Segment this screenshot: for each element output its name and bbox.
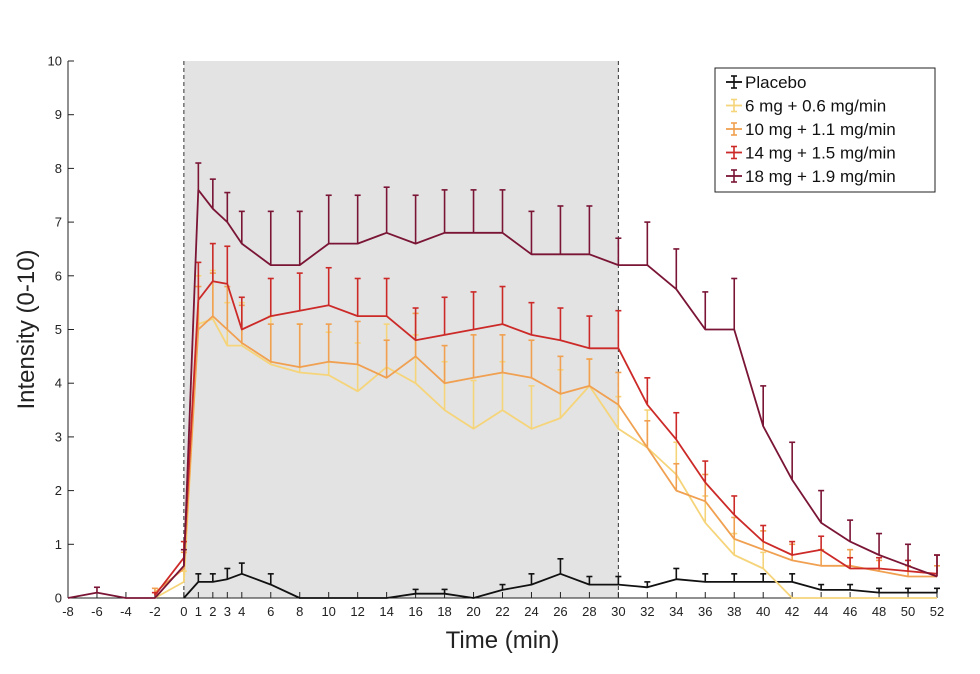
y-tick-label: 4 [55, 376, 62, 391]
x-tick-label: 10 [321, 604, 335, 619]
x-tick-label: 28 [582, 604, 596, 619]
y-tick-label: 7 [55, 215, 62, 230]
x-tick-label: 1 [195, 604, 202, 619]
legend-entry-label: 10 mg + 1.1 mg/min [745, 120, 896, 139]
y-tick-label: 5 [55, 322, 62, 337]
x-tick-label: 3 [224, 604, 231, 619]
x-tick-label: 24 [524, 604, 538, 619]
y-tick-label: 0 [55, 591, 62, 606]
y-tick-label: 8 [55, 161, 62, 176]
x-tick-label: 16 [408, 604, 422, 619]
series-layer [67, 162, 940, 599]
legend-entry-label: 6 mg + 0.6 mg/min [745, 97, 886, 116]
y-tick-label: 3 [55, 429, 62, 444]
axis-labels-layer: Time (min) Intensity (0-10) [13, 249, 559, 654]
x-tick-label: 20 [466, 604, 480, 619]
series-3 [151, 242, 940, 596]
series-line [154, 280, 938, 596]
x-tick-label: 14 [379, 604, 393, 619]
series-line [154, 315, 937, 594]
x-tick-label: 26 [553, 604, 567, 619]
legend-entry-label: Placebo [745, 73, 806, 92]
y-tick-label: 10 [48, 54, 62, 69]
x-tick-label: 38 [727, 604, 741, 619]
x-tick-label: 32 [640, 604, 654, 619]
x-tick-label: 42 [785, 604, 799, 619]
x-tick-label: -4 [120, 604, 132, 619]
y-tick-label: 2 [55, 483, 62, 498]
x-tick-label: 46 [843, 604, 857, 619]
x-tick-label: 36 [698, 604, 712, 619]
x-tick-label: 52 [930, 604, 944, 619]
x-tick-label: 22 [495, 604, 509, 619]
y-tick-label: 1 [55, 537, 62, 552]
infusion-window-layer [183, 61, 619, 598]
legend-entry-label: 14 mg + 1.5 mg/min [745, 144, 896, 163]
legend-box [714, 67, 936, 193]
x-tick-label: 2 [209, 604, 216, 619]
legend-entry-label: 18 mg + 1.9 mg/min [745, 167, 896, 186]
x-tick-label: 50 [901, 604, 915, 619]
x-tick-label: 34 [669, 604, 683, 619]
x-tick-label: 48 [872, 604, 886, 619]
x-tick-label: 44 [814, 604, 828, 619]
y-tick-label: 6 [55, 268, 62, 283]
x-tick-label: 30 [611, 604, 625, 619]
series-4 [67, 162, 940, 599]
legend: Placebo 6 mg + 0.6 mg/min 10 mg + 1.1 mg/m… [714, 67, 936, 193]
x-axis-label: Time (min) [446, 627, 560, 654]
x-tick-label: 12 [350, 604, 364, 619]
x-tick-label: 18 [437, 604, 451, 619]
series-line [154, 317, 937, 599]
y-axis-label: Intensity (0-10) [13, 249, 40, 409]
y-tick-label: 9 [55, 107, 62, 122]
x-tick-label: 8 [296, 604, 303, 619]
series-line [67, 188, 938, 599]
x-tick-label: 40 [756, 604, 770, 619]
x-tick-label: 6 [267, 604, 274, 619]
x-tick-label: 4 [238, 604, 245, 619]
infusion-window-shade [183, 61, 619, 598]
x-tick-label: -2 [149, 604, 161, 619]
series-0 [183, 557, 940, 599]
series-line [183, 572, 937, 599]
x-tick-label: -6 [91, 604, 103, 619]
x-tick-label: 0 [180, 604, 187, 619]
x-tick-label: -8 [62, 604, 74, 619]
